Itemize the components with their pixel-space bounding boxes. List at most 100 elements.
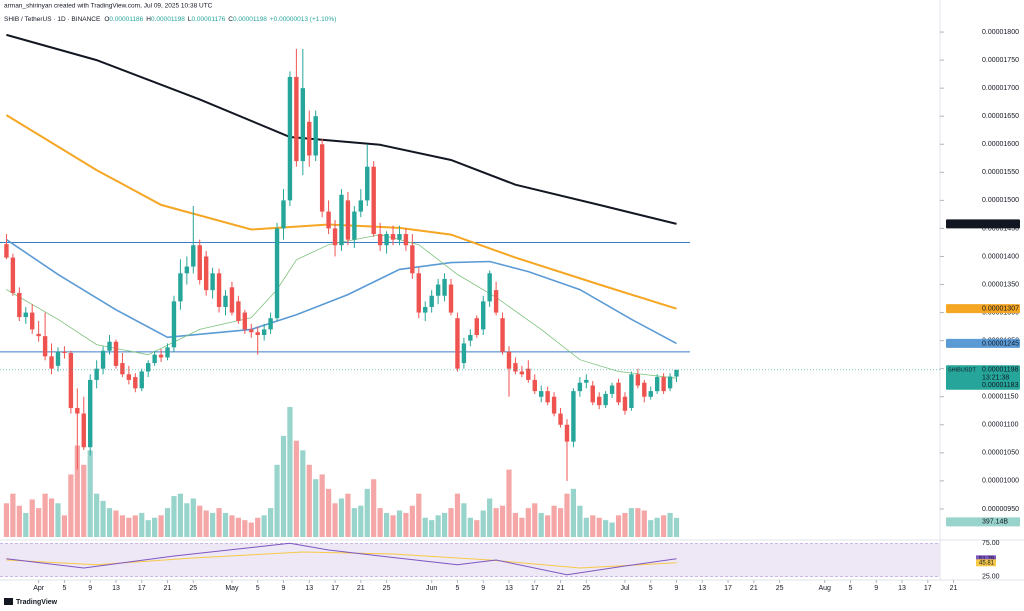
candle-body [133,377,138,389]
volume-bar [435,515,441,537]
volume-bar [61,515,68,537]
candle-body [661,377,666,392]
candle-body [191,245,196,267]
volume-bar [622,512,628,537]
rsi-line [6,542,677,576]
x-tick-label: 9 [874,585,878,592]
x-tick-label: 9 [88,585,92,592]
volume-bar [628,508,635,537]
x-tick-label: 13 [898,585,906,592]
volume-bar [570,488,577,537]
x-tick-label: 21 [557,585,565,592]
candle-body [590,385,595,403]
x-tick-label: 17 [724,585,732,592]
candle-body [642,382,647,397]
candle-body [165,347,170,358]
moving-average [6,33,677,225]
candle-body [654,377,660,392]
x-tick-label: 13 [112,585,120,592]
volume-bar [164,508,171,537]
volume-bar [377,508,383,537]
volume-bar [596,517,602,537]
candle-body [229,287,235,313]
volume-bar [145,520,151,537]
ohlc-label: C [228,16,233,23]
candle-body [139,371,144,389]
candle-body [667,376,673,389]
candle-body [674,369,679,377]
volume-bar [235,517,241,537]
volume-bar [177,493,184,537]
x-tick-label: 25 [383,585,391,592]
candle-body [171,301,177,348]
volume-bar [113,510,119,537]
volume-bar [583,517,589,537]
volume-bar [338,498,345,537]
volume-bar [441,512,448,537]
candle-body [307,121,312,156]
candle-body [326,211,331,229]
brand-logo: TradingView [4,598,58,606]
volume-bar [603,520,609,537]
volume-bar [197,505,203,537]
volume-bar [36,508,42,537]
candle-body [274,228,280,319]
x-tick-label: 13 [305,585,313,592]
volume-bar [396,510,403,537]
candle-body [435,284,441,296]
candle-body [55,351,61,366]
candle-body [313,116,318,156]
rsi-value-box [976,559,996,567]
candle-body [564,424,570,442]
x-tick-label: 21 [164,585,172,592]
x-tick-label: 21 [750,585,758,592]
candle-body [603,393,608,406]
volume-bar [532,503,538,537]
candle-body [249,329,254,333]
candle-body [184,266,190,274]
volume-bar [293,440,299,537]
candle-body [474,318,479,336]
volume-bar [306,464,312,537]
y-tick-label: 0.00001400 [982,253,1019,260]
volume-bar [635,508,641,537]
candle-body [68,352,74,408]
candle-body [558,413,563,425]
x-tick-label: 13 [698,585,706,592]
x-tick-label: 25 [189,585,197,592]
candle-body [126,374,132,380]
candle-body [397,234,402,240]
candle-body [203,256,209,291]
volume-bar [448,508,454,537]
logo-mark [4,598,13,605]
candle-body [358,200,364,212]
x-tick-label: 9 [282,585,286,592]
volume-bar [139,512,145,537]
candle-body [487,273,492,302]
volume-bar [661,515,667,537]
volume-bar [68,474,74,537]
volume-bar [538,512,544,537]
candle-body [500,318,505,352]
candle-body [294,76,299,162]
volume-bar [132,515,138,537]
candle-body [532,379,537,392]
volume-bar [42,493,48,537]
volume-bar [94,493,100,537]
x-tick-label: 17 [531,585,539,592]
volume-bar [119,515,126,537]
brand: TradingView [16,599,58,606]
volume-bar [100,500,106,537]
volume-bar [525,508,531,537]
volume-bar [364,488,370,537]
x-tick-label: Aug [818,585,831,592]
candle-body [545,391,550,403]
price-label: 0.00001245 [982,340,1019,347]
price-label: 0.00001307 [982,305,1019,312]
volume-bar [557,508,564,537]
rsi-tick-label: 25.00 [982,574,1000,581]
candle-body [513,363,518,372]
candle-body [75,407,80,414]
volume-bar [371,479,377,537]
